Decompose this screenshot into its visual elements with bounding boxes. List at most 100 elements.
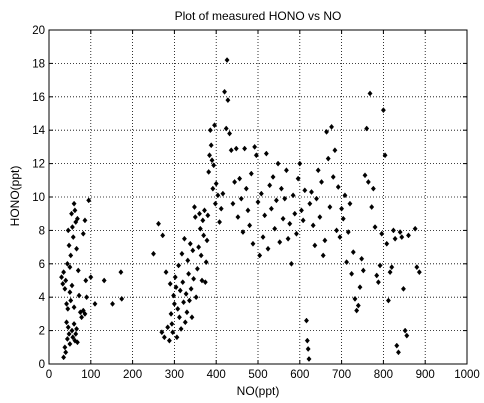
data-point: [232, 179, 238, 185]
data-point: [218, 205, 224, 212]
y-tick-label: 2: [39, 326, 45, 338]
data-point: [359, 255, 365, 262]
data-point: [347, 200, 353, 207]
data-point: [67, 341, 73, 347]
data-point: [250, 240, 256, 247]
data-point: [79, 314, 85, 321]
data-point: [364, 125, 370, 132]
y-axis-label: HONO(ppt): [8, 166, 22, 227]
data-point: [70, 234, 76, 240]
data-point: [404, 332, 410, 339]
data-point: [181, 235, 187, 242]
data-point: [202, 207, 207, 214]
data-point: [71, 304, 77, 311]
data-point: [187, 240, 193, 247]
data-point: [86, 197, 92, 204]
data-point: [176, 314, 182, 321]
data-point: [297, 160, 303, 167]
data-point: [156, 220, 161, 227]
data-point: [243, 185, 249, 192]
data-point: [385, 297, 391, 304]
data-point: [357, 284, 363, 291]
data-point: [222, 88, 228, 95]
data-point: [365, 179, 371, 185]
data-point: [167, 280, 173, 287]
data-point: [160, 232, 166, 239]
data-point: [288, 260, 294, 267]
data-point: [191, 204, 197, 210]
data-point: [92, 300, 98, 307]
data-point: [151, 250, 156, 257]
data-point: [362, 172, 368, 179]
axis-ticks: [48, 29, 468, 365]
data-point: [189, 314, 195, 321]
data-point: [268, 205, 274, 212]
data-point: [332, 147, 338, 154]
x-tick-label: 600: [290, 369, 309, 381]
data-point: [217, 219, 223, 225]
data-point: [163, 269, 169, 276]
data-point: [352, 295, 358, 302]
data-point: [171, 300, 177, 307]
x-tick-labels: 0 100 200 300 400 500 600 700 800 900 1000: [46, 369, 480, 381]
data-point: [171, 292, 177, 299]
data-point: [88, 274, 94, 281]
data-point: [255, 199, 261, 205]
data-point: [197, 225, 203, 232]
data-point: [369, 204, 375, 210]
data-point: [66, 331, 72, 337]
data-point: [101, 277, 107, 284]
data-point: [374, 272, 380, 279]
data-point: [310, 222, 316, 229]
data-point: [71, 321, 77, 327]
data-point: [186, 270, 192, 277]
data-point: [324, 128, 330, 135]
data-point: [180, 279, 186, 286]
data-point: [280, 215, 286, 222]
data-point: [209, 157, 215, 164]
x-axis-label: NO(ppt): [237, 384, 280, 398]
data-point: [197, 210, 202, 217]
data-point: [182, 319, 188, 326]
data-point: [70, 334, 76, 341]
grid-lines: [49, 30, 467, 364]
data-point: [412, 225, 418, 232]
data-point: [394, 342, 400, 349]
data-point: [319, 179, 325, 185]
y-tick-label: 10: [32, 192, 45, 204]
data-point: [174, 334, 180, 341]
data-point: [265, 245, 271, 252]
data-point: [309, 189, 314, 195]
data-point: [73, 331, 79, 337]
data-point: [74, 326, 80, 332]
data-point: [223, 125, 229, 132]
data-point: [161, 334, 167, 341]
data-point: [68, 252, 74, 259]
data-point: [64, 260, 70, 267]
data-point: [240, 229, 246, 235]
data-point: [65, 227, 71, 234]
data-point: [74, 339, 80, 346]
data-point: [390, 227, 396, 234]
data-point: [165, 324, 171, 331]
data-point: [283, 167, 289, 174]
data-point: [406, 232, 411, 239]
data-point: [118, 269, 124, 276]
data-point: [190, 247, 196, 254]
data-point: [69, 327, 75, 334]
x-tick-label: 0: [46, 369, 52, 381]
x-tick-label: 900: [416, 369, 435, 381]
data-point: [69, 210, 75, 217]
data-point: [342, 192, 348, 199]
data-point: [395, 349, 401, 356]
y-tick-label: 6: [39, 259, 45, 271]
data-point: [64, 300, 70, 307]
data-point: [375, 279, 381, 286]
x-tick-label: 100: [81, 369, 100, 381]
data-point: [389, 264, 395, 271]
data-point: [66, 242, 72, 249]
data-point: [63, 349, 69, 356]
data-point: [177, 287, 183, 294]
data-point: [181, 299, 187, 306]
data-point: [258, 190, 264, 197]
